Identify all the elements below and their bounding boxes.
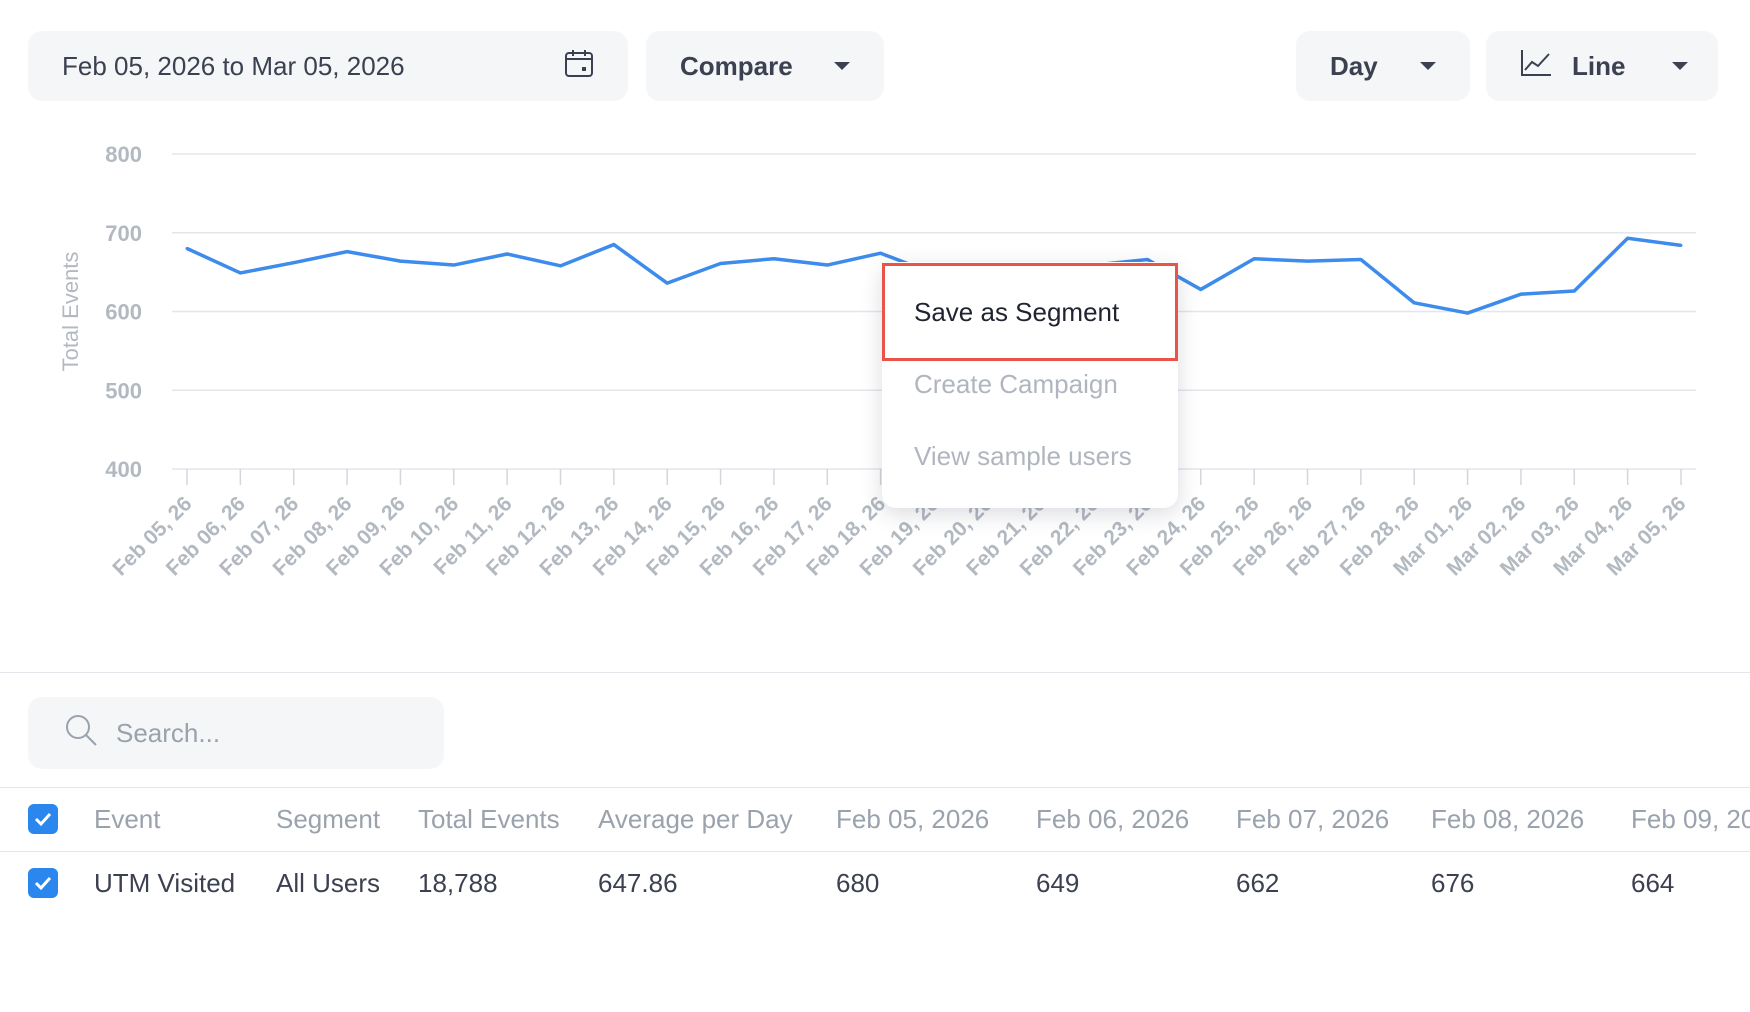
- compare-label: Compare: [680, 50, 793, 81]
- y-axis-label: Total Events: [58, 252, 83, 372]
- data-point: [719, 261, 723, 265]
- data-point: [1252, 257, 1256, 261]
- col-header-event[interactable]: Event: [94, 803, 161, 834]
- row-select-cell: [28, 851, 58, 915]
- table-header-divider: [0, 851, 1750, 852]
- col-header-date[interactable]: Feb 05, 2026: [836, 803, 990, 834]
- select-all-checkbox[interactable]: [28, 804, 58, 834]
- y-tick-label: 400: [105, 457, 142, 482]
- chart-type-dropdown[interactable]: Line: [1486, 31, 1718, 101]
- data-point: [825, 263, 829, 267]
- row-checkbox[interactable]: [28, 868, 58, 898]
- line-chart-icon: [1520, 49, 1552, 84]
- data-point: [398, 259, 402, 263]
- data-point: [1199, 287, 1203, 291]
- cell-date-value: 649: [1036, 867, 1080, 898]
- col-header-segment[interactable]: Segment: [276, 803, 381, 834]
- data-point: [1466, 311, 1470, 315]
- cell-date-value: 664: [1631, 867, 1675, 898]
- chevron-down-icon: [1420, 62, 1436, 70]
- data-point: [505, 252, 509, 256]
- data-point: [452, 263, 456, 267]
- data-point: [292, 261, 296, 265]
- col-header-date[interactable]: Feb 07, 2026: [1236, 803, 1390, 834]
- date-range-label: Feb 05, 2026 to Mar 05, 2026: [62, 50, 405, 81]
- menu-item-create-campaign[interactable]: Create Campaign: [914, 368, 1118, 399]
- data-point: [1679, 243, 1683, 247]
- granularity-dropdown[interactable]: Day: [1296, 31, 1470, 101]
- data-point: [345, 250, 349, 254]
- calendar-icon: [564, 48, 594, 85]
- cell-total-events: 18,788: [418, 867, 498, 898]
- cell-date-value: 676: [1431, 867, 1475, 898]
- data-point: [772, 257, 776, 261]
- table-header-row: Event Segment Total Events Average per D…: [0, 787, 1750, 851]
- data-point: [879, 251, 883, 255]
- y-tick-label: 600: [105, 300, 142, 325]
- data-point: [1306, 259, 1309, 263]
- search-placeholder: Search...: [116, 717, 221, 748]
- data-point: [612, 243, 616, 247]
- chart-divider: [0, 672, 1750, 673]
- col-header-total-events[interactable]: Total Events: [418, 803, 560, 834]
- data-point: [185, 247, 189, 250]
- cell-segment: All Users: [276, 867, 381, 898]
- menu-item-view-sample-users[interactable]: View sample users: [914, 440, 1132, 471]
- check-icon: [34, 876, 52, 891]
- col-header-average-per-day[interactable]: Average per Day: [598, 803, 793, 834]
- data-point: [1626, 236, 1630, 240]
- data-point: [1572, 289, 1576, 293]
- data-point: [1519, 292, 1523, 296]
- data-point: [665, 281, 669, 285]
- cell-average-per-day: 647.86: [598, 867, 678, 898]
- compare-dropdown[interactable]: Compare: [646, 31, 884, 101]
- y-tick-label: 800: [105, 142, 142, 167]
- data-point: [1412, 301, 1416, 305]
- chevron-down-icon: [834, 62, 850, 70]
- select-all-cell: [28, 787, 58, 851]
- col-header-date[interactable]: Feb 06, 2026: [1036, 803, 1190, 834]
- cell-date-value: 662: [1236, 867, 1280, 898]
- search-icon: [64, 713, 98, 754]
- table-top-divider: [0, 787, 1750, 788]
- y-tick-label: 700: [105, 221, 142, 246]
- data-point: [1145, 258, 1149, 262]
- chart-type-label: Line: [1572, 50, 1626, 81]
- data-point: [238, 271, 242, 275]
- cell-event: UTM Visited: [94, 867, 236, 898]
- col-header-date[interactable]: Feb 08, 2026: [1431, 803, 1585, 834]
- check-icon: [34, 812, 52, 827]
- date-range-picker[interactable]: Feb 05, 2026 to Mar 05, 2026: [28, 31, 628, 101]
- search-box[interactable]: Search...: [28, 697, 444, 769]
- chevron-down-icon: [1672, 62, 1688, 70]
- col-header-date[interactable]: Feb 09, 2026: [1631, 803, 1750, 834]
- selection-highlight: [882, 263, 1178, 361]
- table-row[interactable]: UTM Visited All Users 18,788 647.86 680 …: [0, 851, 1750, 915]
- menu-item-save-as-segment[interactable]: Save as Segment: [914, 296, 1120, 327]
- data-point: [1359, 258, 1363, 262]
- y-tick-label: 500: [105, 378, 142, 403]
- cell-date-value: 680: [836, 867, 880, 898]
- events-table: Event Segment Total Events Average per D…: [0, 787, 1750, 915]
- data-point: [559, 264, 562, 268]
- context-menu: Save as Segment Create Campaign View sam…: [882, 262, 1178, 508]
- granularity-label: Day: [1330, 50, 1378, 81]
